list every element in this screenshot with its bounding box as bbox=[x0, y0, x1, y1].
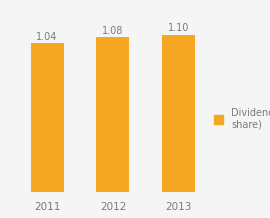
Text: 1.04: 1.04 bbox=[36, 32, 58, 42]
Bar bbox=[163, 35, 195, 192]
Text: 1.10: 1.10 bbox=[168, 24, 190, 33]
Bar bbox=[96, 37, 129, 192]
Bar bbox=[31, 43, 63, 192]
Legend: Dividend (€ per
share): Dividend (€ per share) bbox=[214, 108, 270, 129]
Text: 1.08: 1.08 bbox=[102, 26, 124, 36]
